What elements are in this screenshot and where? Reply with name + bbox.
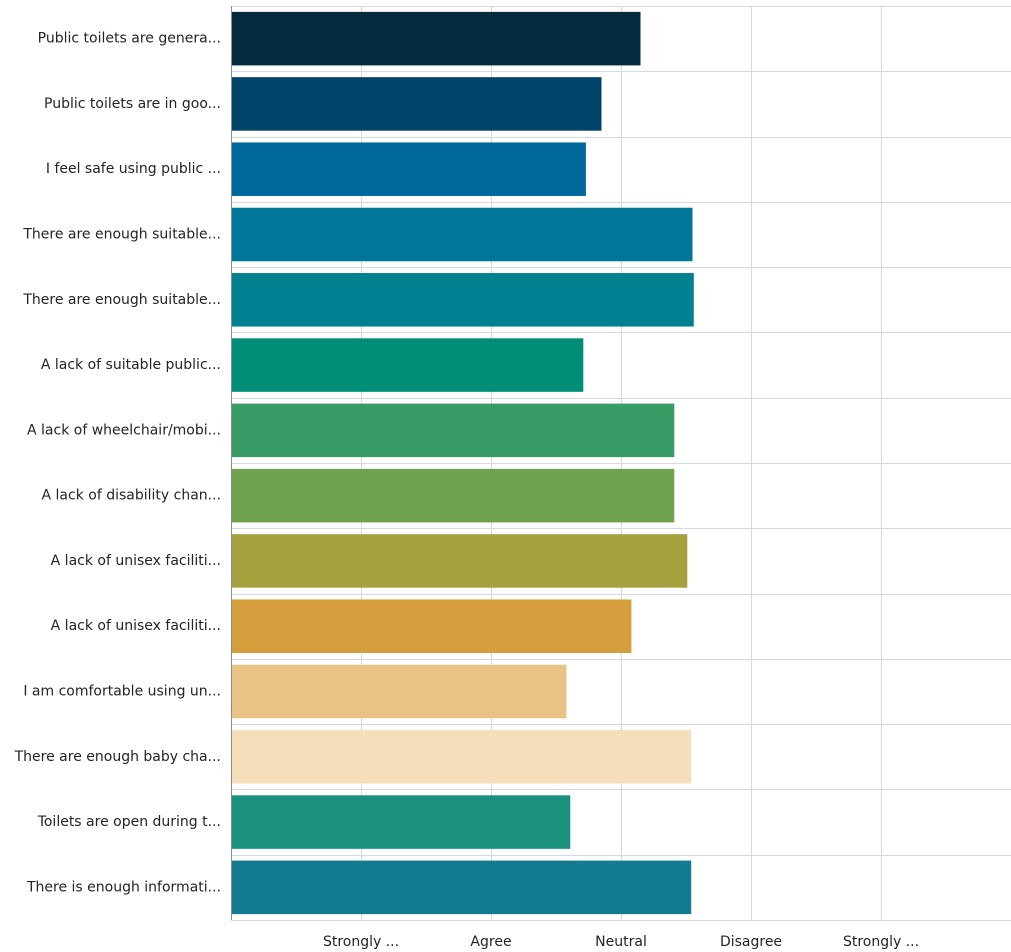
- x-tick-label: Strongly ...: [323, 934, 399, 950]
- bar: [231, 795, 571, 849]
- bar: [231, 207, 693, 262]
- bar: [231, 860, 692, 915]
- category-label: There is enough informati...: [26, 879, 221, 895]
- bar: [231, 77, 602, 131]
- bar: [231, 11, 641, 66]
- category-label: Public toilets are genera...: [38, 31, 221, 47]
- category-label: A lack of suitable public...: [41, 357, 221, 373]
- x-tick-label: Agree: [470, 934, 511, 950]
- bar: [231, 403, 675, 458]
- category-label: A lack of wheelchair/mobi...: [27, 422, 221, 438]
- bar: [231, 338, 584, 392]
- bar: [231, 599, 632, 653]
- category-label: There are enough suitable...: [22, 227, 221, 243]
- category-label: Public toilets are in goo...: [44, 96, 221, 112]
- x-tick-label: Neutral: [595, 934, 647, 950]
- category-label: I feel safe using public ...: [46, 161, 221, 177]
- category-label: There are enough baby cha...: [14, 749, 221, 765]
- bar: [231, 142, 586, 196]
- bar: [231, 534, 688, 588]
- category-label: I am comfortable using un...: [23, 684, 221, 700]
- category-labels: Public toilets are genera... Public toile…: [14, 31, 221, 896]
- category-label: Toilets are open during t...: [37, 814, 221, 830]
- bar: [231, 730, 692, 784]
- bar: [231, 664, 567, 719]
- x-tick-label: Disagree: [720, 934, 782, 950]
- category-label: A lack of unisex faciliti...: [51, 553, 221, 569]
- grid-lines: [231, 6, 1011, 921]
- bar: [231, 273, 694, 327]
- x-tick-labels: Strongly ... Agree Neutral Disagree Strongly…: [323, 934, 919, 950]
- bar: [231, 468, 675, 523]
- category-label: A lack of disability chan...: [42, 488, 222, 504]
- category-label: A lack of unisex faciliti...: [51, 618, 221, 634]
- category-label: There are enough suitable...: [22, 292, 221, 308]
- x-tick-label: Strongly ...: [843, 934, 919, 950]
- bars: [231, 11, 694, 915]
